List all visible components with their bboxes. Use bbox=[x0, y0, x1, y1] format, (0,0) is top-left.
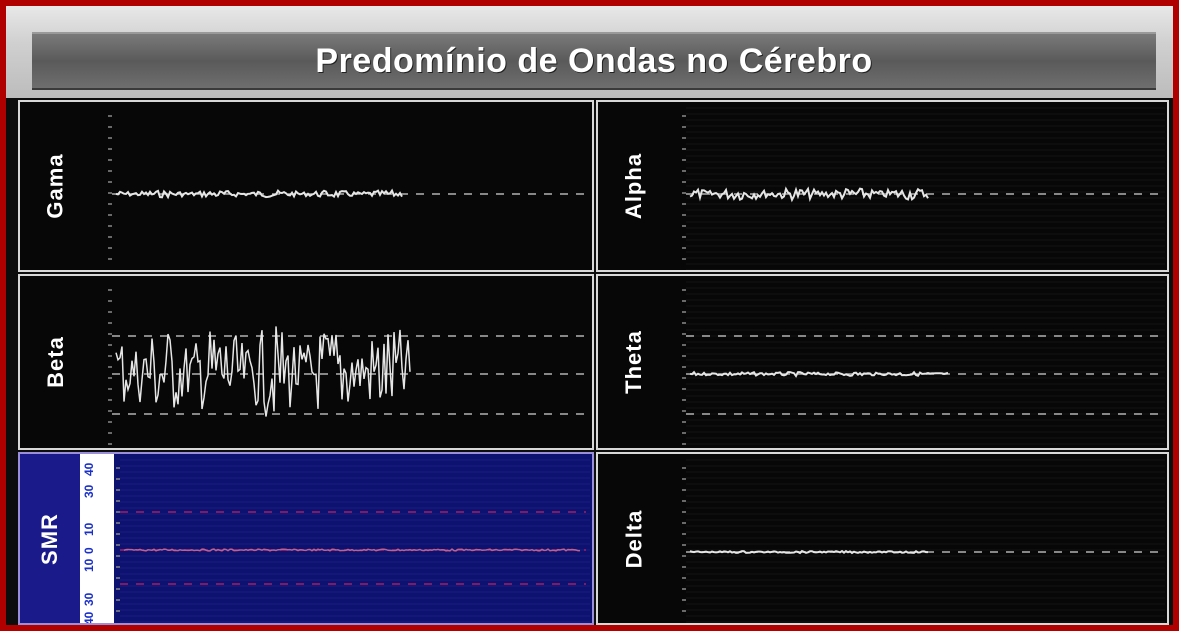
delta-waveform bbox=[682, 459, 1165, 623]
delta-panel: Delta bbox=[596, 452, 1169, 625]
gama-panel: Gama bbox=[18, 100, 594, 272]
alpha-waveform bbox=[682, 107, 1165, 270]
theta-waveform bbox=[682, 281, 1165, 445]
smr-label-container: SMR bbox=[20, 454, 80, 623]
smr-panel: SMR 40 30 10 0 10 30 40 bbox=[18, 452, 594, 625]
smr-scale: 40 30 10 0 10 30 40 bbox=[80, 454, 114, 623]
title-bar: Predomínio de Ondas no Cérebro bbox=[32, 32, 1156, 90]
waveform-trace bbox=[689, 370, 949, 378]
window-title: Predomínio de Ondas no Cérebro bbox=[315, 41, 873, 80]
beta-panel: Beta bbox=[18, 274, 594, 450]
waveform-trace bbox=[115, 188, 403, 200]
gama-waveform bbox=[108, 115, 586, 260]
waveform-trace bbox=[689, 186, 929, 203]
header: Predomínio de Ondas no Cérebro bbox=[6, 6, 1173, 98]
alpha-panel: Alpha bbox=[596, 100, 1169, 272]
beta-waveform bbox=[108, 289, 586, 445]
app-window: Predomínio de Ondas no Cérebro Gama Alph… bbox=[6, 6, 1173, 625]
waveform-trace bbox=[689, 549, 928, 555]
waveform-trace bbox=[115, 326, 411, 417]
theta-panel: Theta bbox=[596, 274, 1169, 450]
smr-waveform bbox=[116, 459, 590, 623]
waveform-trace bbox=[123, 548, 580, 552]
